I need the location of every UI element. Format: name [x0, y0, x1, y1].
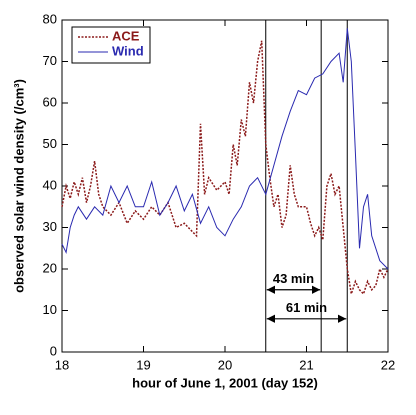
- y-tick-label: 20: [43, 260, 57, 275]
- y-tick-label: 10: [43, 302, 57, 317]
- y-axis-label: observed solar wind density (/cm³): [11, 79, 26, 293]
- x-tick-label: 22: [381, 357, 395, 372]
- y-tick-label: 70: [43, 53, 57, 68]
- x-tick-label: 21: [299, 357, 313, 372]
- legend-label: ACE: [112, 28, 140, 43]
- y-tick-label: 50: [43, 136, 57, 151]
- y-tick-label: 30: [43, 219, 57, 234]
- x-tick-label: 19: [136, 357, 150, 372]
- x-tick-label: 18: [55, 357, 69, 372]
- x-axis-label: hour of June 1, 2001 (day 152): [132, 375, 318, 390]
- y-tick-label: 80: [43, 11, 57, 26]
- y-tick-label: 40: [43, 177, 57, 192]
- y-tick-label: 0: [50, 343, 57, 358]
- series-line: [61, 28, 389, 270]
- legend-label: Wind: [112, 43, 144, 58]
- legend-box: [71, 26, 151, 64]
- y-tick-label: 60: [43, 94, 57, 109]
- annotation-text: 61 min: [286, 300, 327, 315]
- series-line: [61, 40, 389, 296]
- x-tick-label: 20: [218, 357, 232, 372]
- annotation-text: 43 min: [273, 271, 314, 286]
